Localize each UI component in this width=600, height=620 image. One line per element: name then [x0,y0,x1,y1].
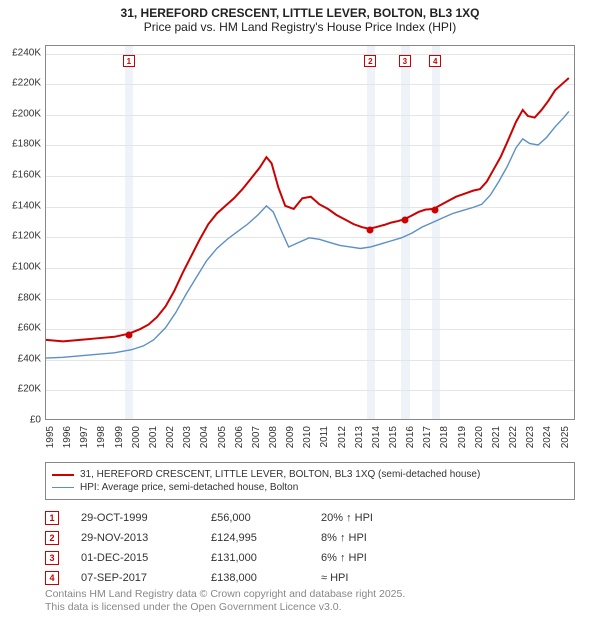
x-tick-label: 2013 [354,426,365,448]
y-tick-label: £140K [12,200,41,211]
attribution-line2: This data is licensed under the Open Gov… [45,601,575,614]
table-row: 4 07-SEP-2017£138,000≈ HPI [45,568,575,588]
x-tick-label: 1998 [96,426,107,448]
series-price_paid [46,78,569,341]
y-tick-label: £80K [18,292,41,303]
x-axis-labels: 1995 1996 1997 1998 1999 2000 2001 2002 2003 2004… [45,422,575,462]
x-tick-label: 2002 [165,426,176,448]
tx-price: £56,000 [211,512,321,524]
chart-title-line1: 31, HEREFORD CRESCENT, LITTLE LEVER, BOL… [10,6,590,20]
x-tick-label: 2021 [491,426,502,448]
tx-pct-vs-hpi: 6% ↑ HPI [321,552,471,564]
tx-date: 29-NOV-2013 [81,532,211,544]
x-tick-label: 2012 [337,426,348,448]
y-tick-label: £0 [30,415,41,426]
attribution-line1: Contains HM Land Registry data © Crown c… [45,588,575,601]
y-tick-label: £220K [12,78,41,89]
legend: 31, HEREFORD CRESCENT, LITTLE LEVER, BOL… [45,462,575,500]
tx-price: £138,000 [211,572,321,584]
tx-index: 1 [45,511,59,525]
chart-svg [46,46,574,419]
x-tick-label: 2015 [388,426,399,448]
chart-marker-dot [401,217,408,224]
chart-title-block: 31, HEREFORD CRESCENT, LITTLE LEVER, BOL… [0,0,600,38]
y-tick-label: £240K [12,47,41,58]
tx-pct-vs-hpi: 20% ↑ HPI [321,512,471,524]
legend-item: 31, HEREFORD CRESCENT, LITTLE LEVER, BOL… [52,469,568,480]
x-tick-label: 2014 [371,426,382,448]
x-tick-label: 2007 [251,426,262,448]
legend-swatch [52,487,74,488]
x-tick-label: 2003 [182,426,193,448]
y-tick-label: £180K [12,139,41,150]
legend-item: HPI: Average price, semi-detached house,… [52,482,568,493]
x-tick-label: 2004 [199,426,210,448]
table-row: 2 29-NOV-2013£124,9958% ↑ HPI [45,528,575,548]
x-tick-label: 2000 [131,426,142,448]
legend-label: 31, HEREFORD CRESCENT, LITTLE LEVER, BOL… [80,469,480,480]
x-tick-label: 2022 [508,426,519,448]
y-tick-label: £40K [18,353,41,364]
x-tick-label: 2019 [457,426,468,448]
x-tick-label: 2009 [285,426,296,448]
y-axis-labels: £0£20K£40K£60K£80K£100K£120K£140K£160K£1… [0,45,44,420]
x-tick-label: 2011 [319,426,330,448]
tx-index: 4 [45,571,59,585]
tx-price: £124,995 [211,532,321,544]
legend-label: HPI: Average price, semi-detached house,… [80,482,298,493]
tx-pct-vs-hpi: ≈ HPI [321,572,471,584]
table-row: 1 29-OCT-1999£56,00020% ↑ HPI [45,508,575,528]
tx-date: 29-OCT-1999 [81,512,211,524]
attribution: Contains HM Land Registry data © Crown c… [45,588,575,614]
tx-index: 3 [45,551,59,565]
x-tick-label: 2005 [217,426,228,448]
chart-marker-dot [125,332,132,339]
tx-index: 2 [45,531,59,545]
x-tick-label: 2018 [439,426,450,448]
x-tick-label: 2020 [474,426,485,448]
x-tick-label: 2016 [405,426,416,448]
x-tick-label: 1997 [79,426,90,448]
x-tick-label: 2025 [560,426,571,448]
tx-date: 07-SEP-2017 [81,572,211,584]
tx-date: 01-DEC-2015 [81,552,211,564]
y-tick-label: £160K [12,170,41,181]
chart-marker-dot [432,206,439,213]
tx-price: £131,000 [211,552,321,564]
transactions-table: 1 29-OCT-1999£56,00020% ↑ HPI 2 29-NOV-2013… [45,508,575,588]
y-tick-label: £100K [12,261,41,272]
y-tick-label: £120K [12,231,41,242]
x-tick-label: 1996 [62,426,73,448]
y-tick-label: £60K [18,323,41,334]
tx-pct-vs-hpi: 8% ↑ HPI [321,532,471,544]
table-row: 3 01-DEC-2015£131,0006% ↑ HPI [45,548,575,568]
x-tick-label: 2008 [268,426,279,448]
chart-plot-area: 1 2 3 4 [45,45,575,420]
legend-swatch [52,474,74,476]
chart-marker-dot [367,226,374,233]
y-tick-label: £20K [18,384,41,395]
x-tick-label: 2017 [422,426,433,448]
x-tick-label: 1995 [45,426,56,448]
x-tick-label: 2006 [234,426,245,448]
chart-title-line2: Price paid vs. HM Land Registry's House … [10,20,590,34]
x-tick-label: 1999 [114,426,125,448]
y-tick-label: £200K [12,108,41,119]
x-tick-label: 2023 [525,426,536,448]
chart-marker: 1 [123,55,135,67]
x-tick-label: 2001 [148,426,159,448]
chart-marker: 4 [429,55,441,67]
x-tick-label: 2010 [302,426,313,448]
x-tick-label: 2024 [542,426,553,448]
series-hpi [46,111,569,358]
chart-marker: 3 [399,55,411,67]
chart-marker: 2 [364,55,376,67]
